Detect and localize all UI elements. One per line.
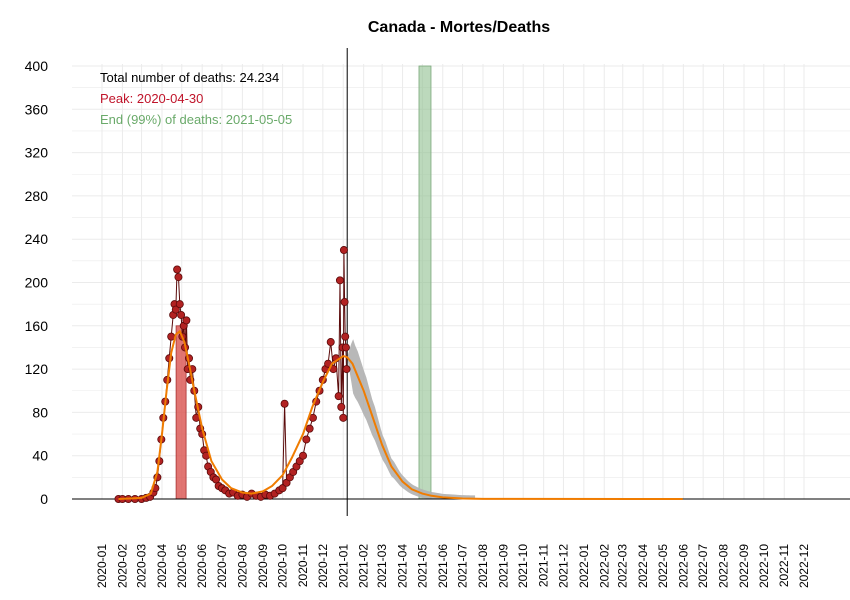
x-tick-labels: 2020-01 2020-02 2020-03 2020-04 2020-05 2020-… bbox=[95, 544, 811, 588]
observed-point bbox=[337, 402, 346, 411]
observed-point bbox=[280, 399, 289, 408]
total-deaths-annotation: Total number of deaths: 24.234 bbox=[100, 70, 279, 85]
y-tick-label: 400 bbox=[25, 58, 49, 74]
x-tick-label: 2022-12 bbox=[797, 544, 811, 588]
x-tick-label: 2021-01 bbox=[336, 544, 350, 588]
x-tick-label: 2022-11 bbox=[777, 544, 791, 587]
x-tick-label: 2022-04 bbox=[636, 544, 650, 588]
x-tick-label: 2022-08 bbox=[717, 544, 731, 588]
y-tick-label: 240 bbox=[25, 231, 49, 247]
y-tick-labels: 0 40 80 120 160 200 240 280 320 360 400 bbox=[25, 58, 49, 507]
grid-lines bbox=[72, 64, 850, 500]
observed-point bbox=[335, 276, 344, 285]
x-tick-label: 2020-07 bbox=[215, 544, 229, 588]
highlight-bars bbox=[175, 65, 432, 500]
observed-point bbox=[174, 273, 183, 282]
y-tick-label: 200 bbox=[25, 275, 49, 291]
y-tick-label: 0 bbox=[40, 491, 48, 507]
peak-annotation: Peak: 2020-04-30 bbox=[100, 91, 203, 106]
observed-point bbox=[334, 392, 343, 401]
observed-point bbox=[299, 451, 308, 460]
observed-series bbox=[114, 246, 351, 503]
observed-point bbox=[342, 365, 351, 374]
x-tick-label: 2022-06 bbox=[676, 544, 690, 588]
observed-point bbox=[175, 300, 184, 309]
end-annotation: End (99%) of deaths: 2021-05-05 bbox=[100, 112, 292, 127]
y-tick-label: 80 bbox=[32, 404, 48, 420]
x-tick-label: 2020-06 bbox=[195, 544, 209, 588]
x-tick-label: 2022-05 bbox=[656, 544, 670, 588]
x-tick-label: 2021-09 bbox=[496, 544, 510, 588]
end-bar bbox=[418, 65, 432, 500]
x-tick-label: 2020-09 bbox=[256, 544, 270, 588]
observed-point bbox=[278, 484, 287, 493]
x-tick-label: 2022-07 bbox=[696, 544, 710, 588]
observed-point bbox=[182, 316, 191, 325]
x-tick-label: 2021-08 bbox=[476, 544, 490, 588]
x-tick-label: 2022-01 bbox=[577, 544, 591, 588]
observed-point bbox=[171, 305, 180, 314]
observed-point bbox=[340, 297, 349, 306]
observed-point bbox=[302, 435, 311, 444]
x-tick-label: 2020-12 bbox=[316, 544, 330, 588]
x-tick-label: 2020-08 bbox=[235, 544, 249, 588]
x-tick-label: 2021-11 bbox=[537, 544, 551, 587]
peak-bar bbox=[175, 325, 187, 500]
x-tick-label: 2020-11 bbox=[296, 544, 310, 587]
x-tick-label: 2022-09 bbox=[737, 544, 751, 588]
x-tick-label: 2021-12 bbox=[556, 544, 570, 588]
x-tick-label: 2020-01 bbox=[95, 544, 109, 588]
y-tick-label: 360 bbox=[25, 101, 49, 117]
x-tick-label: 2021-05 bbox=[415, 544, 429, 588]
x-tick-label: 2022-03 bbox=[616, 544, 630, 588]
observed-line bbox=[118, 249, 347, 500]
x-tick-label: 2022-02 bbox=[597, 544, 611, 588]
x-tick-label: 2021-07 bbox=[456, 544, 470, 588]
observed-point bbox=[341, 332, 350, 341]
observed-point bbox=[339, 246, 348, 255]
x-tick-label: 2020-10 bbox=[276, 544, 290, 588]
y-tick-label: 280 bbox=[25, 188, 49, 204]
observed-point bbox=[177, 310, 186, 319]
x-tick-label: 2021-04 bbox=[396, 544, 410, 588]
x-tick-label: 2021-06 bbox=[436, 544, 450, 588]
observed-point bbox=[341, 343, 350, 352]
x-tick-label: 2020-02 bbox=[115, 544, 129, 588]
x-tick-label: 2021-10 bbox=[516, 544, 530, 588]
observed-point bbox=[339, 413, 348, 422]
fitted-line bbox=[118, 329, 683, 500]
observed-point bbox=[305, 424, 314, 433]
x-tick-label: 2022-10 bbox=[757, 544, 771, 588]
x-tick-label: 2021-03 bbox=[375, 544, 389, 588]
observed-point bbox=[326, 338, 335, 347]
y-tick-label: 40 bbox=[32, 448, 48, 464]
y-tick-label: 320 bbox=[25, 145, 49, 161]
observed-point bbox=[173, 265, 182, 274]
y-tick-label: 160 bbox=[25, 318, 49, 334]
x-tick-label: 2020-04 bbox=[155, 544, 169, 588]
fitted-series bbox=[118, 329, 683, 500]
x-tick-label: 2020-03 bbox=[135, 544, 149, 588]
y-tick-label: 120 bbox=[25, 361, 49, 377]
confidence-band bbox=[347, 339, 476, 499]
forecast-band bbox=[347, 339, 476, 499]
x-tick-label: 2020-05 bbox=[175, 544, 189, 588]
x-tick-label: 2021-02 bbox=[357, 544, 371, 588]
chart-title: Canada - Mortes/Deaths bbox=[368, 19, 550, 36]
